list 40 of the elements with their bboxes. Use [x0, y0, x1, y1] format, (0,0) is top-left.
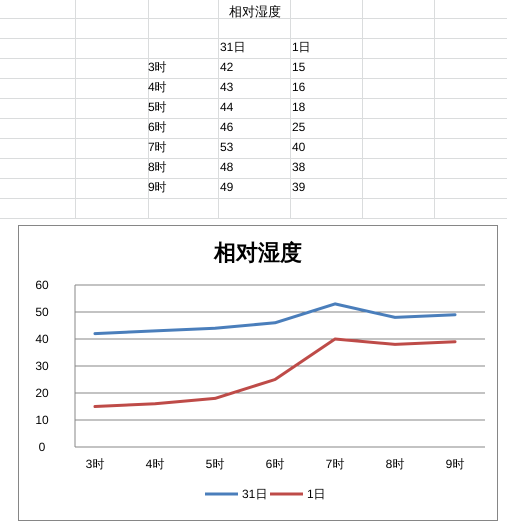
legend-label: 31日 [242, 487, 268, 501]
y-tick-label: 7时 [148, 140, 167, 154]
x-tick-label: 9时 [446, 457, 464, 471]
data-label: 15 [292, 60, 306, 74]
data-label: 38 [292, 160, 306, 174]
data-label: 49 [220, 180, 234, 194]
y-tick-label: 5时 [148, 100, 167, 114]
data-label: 18 [292, 100, 306, 114]
line-series [94, 302, 456, 336]
y-tick-label: 0 [38, 440, 46, 454]
y-tick-label: 40 [35, 332, 49, 346]
data-label: 44 [220, 100, 234, 114]
x-tick-label: 8时 [386, 457, 404, 471]
x-tick-label: 5时 [206, 457, 224, 471]
y-tick-label: 9时 [148, 180, 167, 194]
y-tick-label: 30 [35, 359, 49, 373]
y-tick-label: 8时 [148, 160, 167, 174]
legend-label: 1日 [307, 487, 326, 501]
y-tick-label: 60 [35, 278, 49, 292]
data-label: 25 [292, 120, 306, 134]
x-tick-label: 3时 [86, 457, 104, 471]
data-label: 40 [292, 140, 306, 154]
y-tick-label: 4时 [148, 80, 167, 94]
data-label: 39 [292, 180, 306, 194]
x-tick-label: 6时 [266, 457, 284, 471]
data-label: 42 [220, 60, 234, 74]
chart-title: 相对湿度 [213, 240, 302, 265]
y-tick-label: 50 [35, 305, 49, 319]
x-tick-label: 7时 [326, 457, 344, 471]
chart-title: 相对湿度 [229, 4, 281, 19]
y-tick-label: 10 [35, 413, 49, 427]
line-series [94, 338, 456, 408]
data-label: 53 [220, 140, 234, 154]
y-tick-label: 6时 [148, 120, 167, 134]
y-tick-label: 3时 [148, 60, 167, 74]
data-label: 48 [220, 160, 234, 174]
y-tick-label: 20 [35, 386, 49, 400]
data-label: 46 [220, 120, 234, 134]
data-label: 43 [220, 80, 234, 94]
data-label: 16 [292, 80, 306, 94]
